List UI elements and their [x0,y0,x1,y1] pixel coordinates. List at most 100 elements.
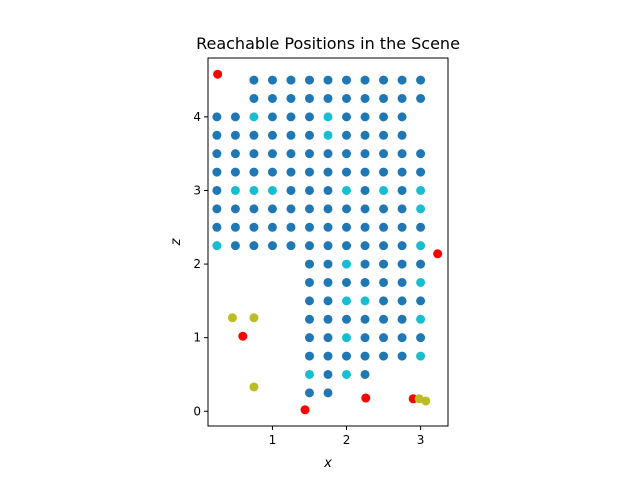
scatter-point-reachable [397,222,407,232]
scatter-point-reachable [342,149,352,159]
scatter-point-reachable [323,75,333,85]
scatter-point-teal [342,369,352,379]
scatter-point-reachable [212,185,222,195]
scatter-point-reachable [249,222,259,232]
chart-title: Reachable Positions in the Scene [196,34,460,53]
plot-frame-border [207,57,449,427]
scatter-point-teal [416,185,426,195]
scatter-point-reachable [230,204,240,214]
scatter-point-reachable [323,222,333,232]
scatter-point-reachable [230,149,240,159]
scatter-point-reachable [304,93,314,103]
scatter-point-reachable [416,296,426,306]
scatter-point-red [300,405,310,415]
scatter-point-reachable [379,204,389,214]
scatter-point-reachable [304,333,314,343]
scatter-point-teal [342,185,352,195]
scatter-point-teal [416,204,426,214]
scatter-point-reachable [379,241,389,251]
scatter-point-reachable [304,167,314,177]
scatter-point-red [238,331,248,341]
scatter-point-reachable [323,259,333,269]
scatter-point-reachable [212,149,222,159]
scatter-point-reachable [212,204,222,214]
scatter-point-reachable [230,130,240,140]
scatter-point-reachable [230,167,240,177]
scatter-point-teal [230,185,240,195]
scatter-point-reachable [397,296,407,306]
scatter-point-olive [249,313,259,323]
scatter-point-reachable [397,351,407,361]
scatter-point-teal [304,369,314,379]
scatter-point-reachable [360,204,370,214]
scatter-point-teal [212,241,222,251]
scatter-point-reachable [249,75,259,85]
scatter-point-reachable [342,112,352,122]
scatter-point-reachable [304,314,314,324]
scatter-point-reachable [342,75,352,85]
scatter-point-reachable [286,130,296,140]
scatter-point-reachable [304,204,314,214]
scatter-point-reachable [379,351,389,361]
scatter-point-reachable [212,130,222,140]
scatter-point-reachable [360,259,370,269]
scatter-point-reachable [379,296,389,306]
scatter-point-reachable [249,241,259,251]
scatter-point-reachable [397,333,407,343]
scatter-point-reachable [230,112,240,122]
scatter-point-reachable [416,333,426,343]
axis-ticks: 1 2 3 0 1 2 3 4 [193,110,424,447]
y-tick-label: 1 [193,331,201,345]
scatter-point-reachable [304,185,314,195]
scatter-point-reachable [360,369,370,379]
scatter-point-reachable [342,222,352,232]
scatter-point-red [361,393,371,403]
scatter-point-reachable [397,149,407,159]
scatter-point-reachable [304,149,314,159]
scatter-point-teal [249,112,259,122]
scatter-point-reachable [267,241,277,251]
scatter-point-reachable [342,167,352,177]
x-tick-label: 2 [343,433,351,447]
scatter-point-reachable [323,351,333,361]
scatter-point-reachable [230,241,240,251]
scatter-point-reachable [360,167,370,177]
scatter-point-reachable [249,130,259,140]
scatter-point-teal [416,314,426,324]
scatter-point-reachable [323,241,333,251]
scatter-point-reachable [323,93,333,103]
scatter-point-olive [249,382,259,392]
scatter-point-teal [323,130,333,140]
scatter-point-reachable [397,93,407,103]
scatter-point-olive [227,313,237,323]
x-tick-label: 1 [269,433,277,447]
y-tick-label: 0 [193,404,201,418]
scatter-point-reachable [360,112,370,122]
y-axis-label: z [169,237,184,246]
scatter-point-reachable [304,130,314,140]
scatter-point-reachable [304,241,314,251]
scatter-point-reachable [360,314,370,324]
scatter-point-reachable [304,351,314,361]
scatter-point-reachable [323,296,333,306]
scatter-point-teal [323,112,333,122]
scatter-point-red [433,249,443,259]
scatter-point-reachable [360,75,370,85]
scatter-point-reachable [286,75,296,85]
scatter-point-reachable [379,333,389,343]
scatter-point-reachable [249,149,259,159]
scatter-point-reachable [379,149,389,159]
scatter-point-reachable [416,75,426,85]
scatter-point-reachable [323,204,333,214]
scatter-point-reachable [286,204,296,214]
scatter-point-reachable [397,277,407,287]
scatter-point-reachable [416,149,426,159]
scatter-point-reachable [397,241,407,251]
scatter-point-red [213,69,223,79]
scatter-point-reachable [323,333,333,343]
scatter-point-reachable [397,185,407,195]
scatter-point-reachable [416,93,426,103]
scatter-point-reachable [379,277,389,287]
y-tick-label: 3 [193,183,201,197]
